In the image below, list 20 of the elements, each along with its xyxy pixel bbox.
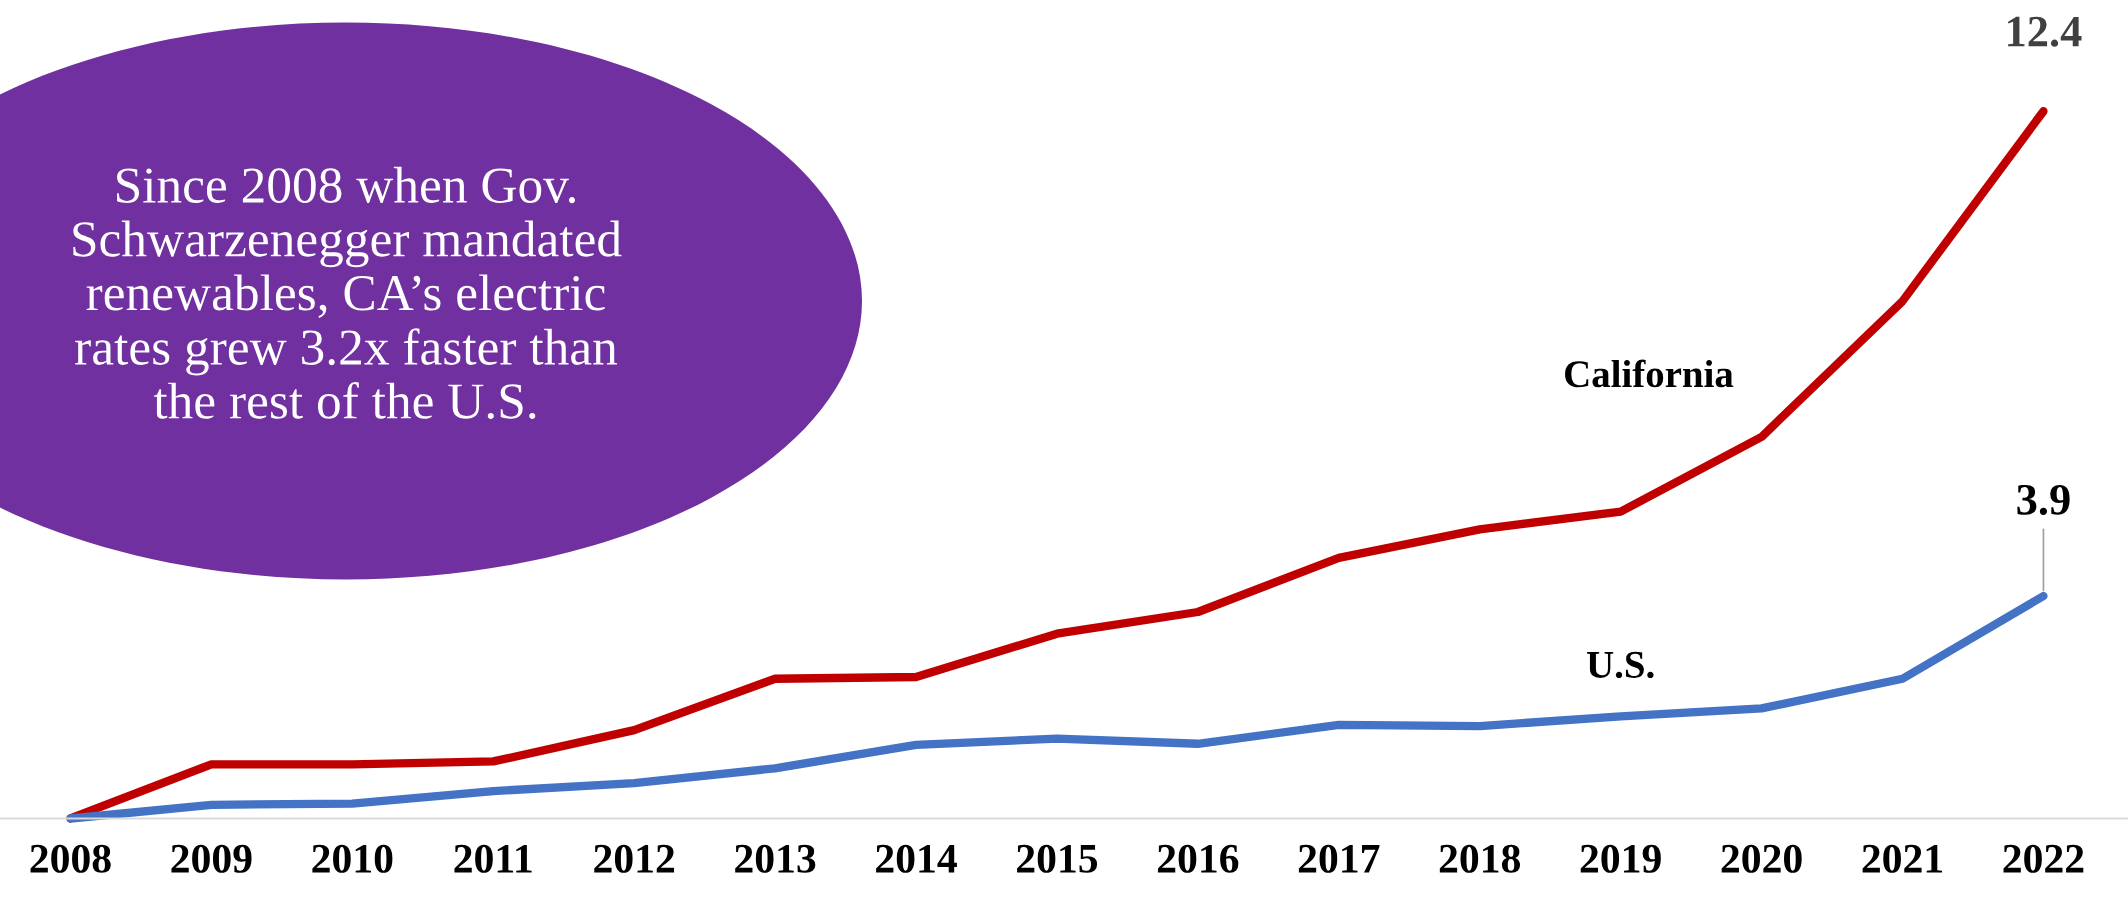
series-label: California — [1565, 359, 1734, 388]
data-label: 12.4 — [2008, 16, 2082, 47]
series-label: U.S. — [1587, 651, 1654, 679]
x-tick-label: 2016 — [1157, 844, 1239, 873]
x-tick-label: 2017 — [1298, 844, 1380, 873]
x-tick-label: 2013 — [735, 844, 816, 873]
x-tick-label: 2008 — [30, 844, 111, 873]
annotation: Since 2008 when Gov. Schwarzenegger mandated renewables, CA’s electric rates grew 3.2x faster than the rest of the U.S. — [73, 166, 622, 420]
x-tick-label: 2022 — [2003, 844, 2084, 873]
x-tick-label: 2014 — [876, 844, 957, 873]
x-tick-label: 2011 — [454, 844, 532, 873]
x-tick-label: 2019 — [1580, 844, 1661, 873]
x-tick-label: 2012 — [594, 844, 675, 873]
data-label: 3.9 — [2017, 484, 2070, 515]
x-tick-label: 2009 — [171, 844, 252, 873]
x-tick-label: 2020 — [1721, 844, 1802, 873]
x-tick-label: 2021 — [1862, 844, 1943, 873]
x-tick-label: 2010 — [312, 844, 393, 873]
x-tick-label: 2018 — [1439, 844, 1521, 873]
x-tick-label: 2015 — [1017, 844, 1098, 873]
